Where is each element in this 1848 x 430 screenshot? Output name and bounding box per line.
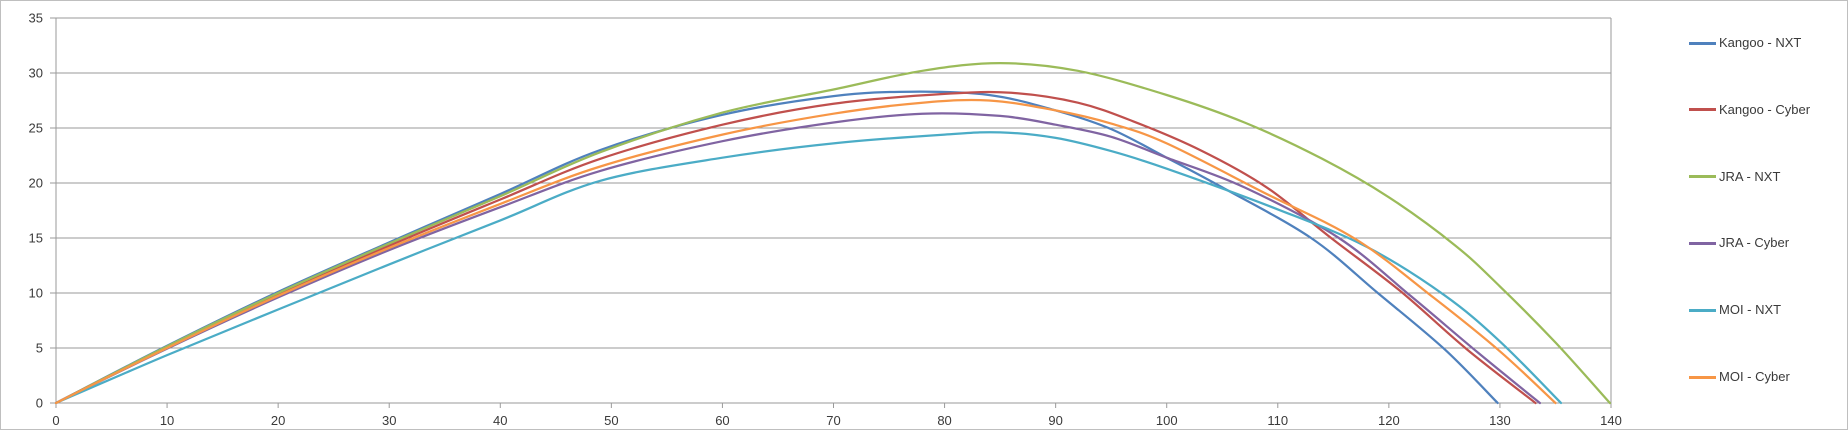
series-line-moi-cyber[interactable] <box>54 98 1557 405</box>
y-tick-label: 25 <box>29 121 43 136</box>
x-tick-label: 50 <box>604 413 618 428</box>
legend-item-moi-nxt[interactable]: MOI - NXT <box>1689 302 1781 318</box>
y-tick-label: 30 <box>29 66 43 81</box>
legend-label: MOI - Cyber <box>1719 369 1790 384</box>
y-tick-label: 15 <box>29 231 43 246</box>
x-tick-label: 140 <box>1600 413 1622 428</box>
legend-item-kangoo-cyber[interactable]: Kangoo - Cyber <box>1689 102 1810 118</box>
x-tick-label: 120 <box>1378 413 1400 428</box>
y-tick-label: 20 <box>29 176 43 191</box>
legend-label: Kangoo - NXT <box>1719 35 1802 50</box>
y-tick-label: 0 <box>36 396 43 411</box>
series-line-jra-cyber[interactable] <box>54 112 1542 405</box>
legend-label: JRA - NXT <box>1719 168 1781 184</box>
x-tick-label: 20 <box>271 413 285 428</box>
x-tick-label: 70 <box>826 413 840 428</box>
legend: Kangoo - NXT Kangoo - Cyber JRA - NXT JRA -… <box>1611 1 1847 429</box>
legend-marker-jra-nxt <box>1689 175 1716 179</box>
legend-item-moi-cyber[interactable]: MOI - Cyber <box>1689 369 1790 385</box>
legend-item-jra-nxt[interactable]: JRA - NXT <box>1689 169 1780 185</box>
x-tick-label: 90 <box>1048 413 1062 428</box>
legend-marker-moi-nxt <box>1689 308 1716 312</box>
legend-item-jra-cyber[interactable]: JRA - Cyber <box>1689 235 1789 251</box>
legend-item-kangoo-nxt[interactable]: Kangoo - NXT <box>1689 35 1801 51</box>
y-tick-label: 5 <box>36 341 43 356</box>
series-line-moi-nxt[interactable] <box>54 131 1563 405</box>
legend-label: JRA - Cyber <box>1719 235 1790 251</box>
legend-label: MOI - NXT <box>1719 302 1782 318</box>
x-tick-label: 10 <box>160 413 174 428</box>
legend-label: Kangoo - Cyber <box>1719 101 1811 117</box>
legend-marker-moi-cyber <box>1689 375 1716 379</box>
y-tick-label: 10 <box>29 286 43 301</box>
x-tick-label: 0 <box>52 413 59 428</box>
series-line-jra-nxt[interactable] <box>54 61 1612 405</box>
y-tick-label: 35 <box>29 11 43 26</box>
x-tick-label: 60 <box>715 413 729 428</box>
x-tick-label: 100 <box>1156 413 1178 428</box>
legend-marker-kangoo-nxt <box>1689 41 1716 45</box>
legend-marker-jra-cyber <box>1689 241 1716 245</box>
x-tick-label: 110 <box>1267 413 1288 428</box>
x-tick-label: 80 <box>937 413 951 428</box>
series-line-kangoo-cyber[interactable] <box>54 90 1537 405</box>
x-tick-label: 30 <box>382 413 396 428</box>
x-tick-label: 130 <box>1489 413 1511 428</box>
x-tick-label: 40 <box>493 413 507 428</box>
legend-marker-kangoo-cyber <box>1689 108 1716 112</box>
